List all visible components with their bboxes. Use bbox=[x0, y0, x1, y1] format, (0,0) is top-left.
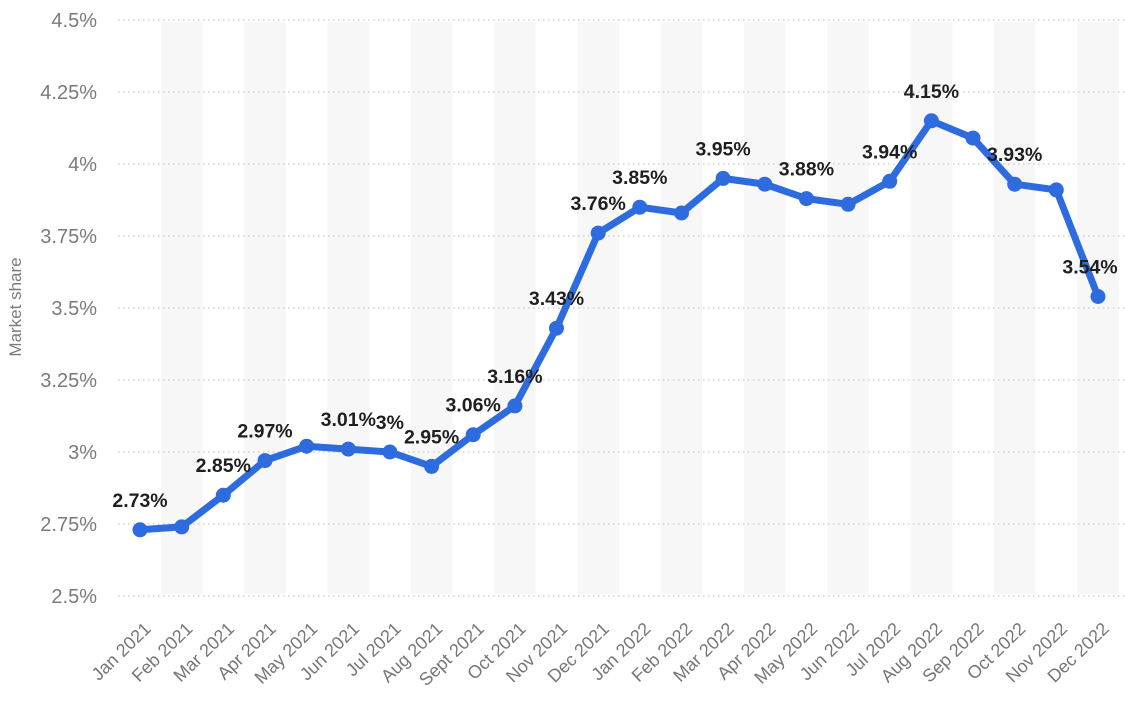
plot-band bbox=[160, 22, 203, 594]
data-label: 2.73% bbox=[112, 490, 167, 512]
data-label: 3.88% bbox=[779, 159, 834, 181]
y-tick-label: 4% bbox=[68, 154, 97, 176]
data-point[interactable] bbox=[549, 320, 564, 336]
data-point[interactable] bbox=[215, 487, 231, 503]
data-point[interactable] bbox=[965, 130, 981, 146]
plot-band bbox=[910, 22, 953, 594]
data-point[interactable] bbox=[174, 519, 190, 535]
data-label: 3.01% bbox=[321, 409, 376, 431]
y-tick-label: 3.75% bbox=[40, 226, 97, 248]
data-point[interactable] bbox=[715, 170, 731, 186]
data-label: 2.95% bbox=[404, 426, 459, 448]
data-point[interactable] bbox=[757, 176, 773, 192]
plot-band bbox=[660, 22, 703, 594]
data-point[interactable] bbox=[1048, 182, 1064, 198]
data-label: 3.54% bbox=[1062, 257, 1117, 279]
y-tick-label: 2.75% bbox=[40, 514, 97, 536]
y-axis-tick-labels: 4.5% 4.25% 4% 3.75% 3.5% 3.25% 3% 2.75% 2.5% bbox=[40, 10, 97, 608]
data-label: 3.16% bbox=[487, 366, 542, 388]
data-point[interactable] bbox=[299, 438, 315, 454]
y-axis-title: Market share bbox=[6, 257, 25, 356]
data-label: 3% bbox=[376, 412, 404, 434]
data-labels: 2.73% 2.85% 2.97% 3.01% 3%2.95% 3.06% 3.16% 3.4… bbox=[112, 81, 1117, 512]
data-label: 3.06% bbox=[446, 395, 501, 417]
data-point[interactable] bbox=[1090, 289, 1106, 304]
plot-band bbox=[410, 22, 453, 594]
y-tick-label: 4.5% bbox=[51, 10, 97, 32]
data-label: 3.94% bbox=[862, 141, 917, 163]
y-tick-label: 3% bbox=[68, 442, 97, 464]
data-point[interactable] bbox=[590, 225, 606, 241]
data-label: 4.15% bbox=[904, 81, 959, 103]
y-tick-label: 3.5% bbox=[51, 298, 97, 320]
y-tick-label: 3.25% bbox=[40, 370, 97, 392]
data-label: 3.85% bbox=[612, 167, 667, 189]
data-point[interactable] bbox=[674, 205, 689, 221]
data-label: 3.43% bbox=[529, 288, 584, 310]
data-points bbox=[132, 113, 1106, 538]
data-point[interactable] bbox=[882, 173, 898, 189]
data-point[interactable] bbox=[798, 191, 814, 207]
y-tick-label: 2.5% bbox=[51, 586, 97, 608]
data-point[interactable] bbox=[382, 444, 398, 460]
data-point[interactable] bbox=[632, 199, 648, 215]
data-point[interactable] bbox=[1007, 176, 1023, 192]
data-point[interactable] bbox=[424, 458, 440, 474]
data-label: 3.95% bbox=[695, 138, 750, 160]
data-point[interactable] bbox=[340, 441, 356, 457]
data-label: 2.97% bbox=[237, 421, 292, 443]
data-point[interactable] bbox=[923, 113, 939, 129]
data-label: 2.85% bbox=[196, 455, 251, 477]
data-point[interactable] bbox=[257, 453, 273, 469]
data-label: 3.93% bbox=[987, 144, 1042, 166]
data-point[interactable] bbox=[132, 522, 148, 538]
data-point[interactable] bbox=[507, 398, 523, 414]
y-tick-label: 4.25% bbox=[40, 82, 97, 104]
data-label: 3.76% bbox=[571, 193, 626, 215]
data-point[interactable] bbox=[465, 427, 481, 443]
data-point[interactable] bbox=[840, 196, 856, 212]
